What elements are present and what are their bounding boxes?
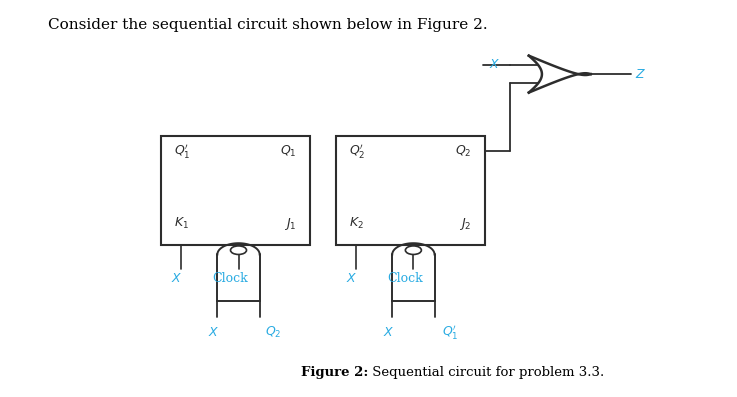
Text: Consider the sequential circuit shown below in Figure 2.: Consider the sequential circuit shown be…	[48, 18, 487, 32]
Circle shape	[231, 246, 246, 254]
Text: $Q_2$: $Q_2$	[455, 144, 472, 159]
Text: $J_2$: $J_2$	[458, 216, 471, 232]
Text: $J_1$: $J_1$	[284, 216, 296, 232]
Text: $Q_2'$: $Q_2'$	[349, 142, 366, 160]
Text: Sequential circuit for problem 3.3.: Sequential circuit for problem 3.3.	[368, 366, 605, 379]
Text: $K_2$: $K_2$	[349, 216, 363, 231]
Text: $X$: $X$	[208, 326, 220, 339]
Text: Clock: Clock	[387, 272, 423, 285]
Text: $X$: $X$	[171, 272, 183, 285]
Text: $X$: $X$	[489, 58, 500, 71]
Text: $X$: $X$	[383, 326, 394, 339]
Text: Figure 2:: Figure 2:	[301, 366, 368, 379]
Text: $Q_1'$: $Q_1'$	[175, 142, 191, 160]
Bar	[161, 136, 310, 245]
Text: $X$: $X$	[346, 272, 357, 285]
Text: $Q_1$: $Q_1$	[280, 144, 296, 159]
Circle shape	[405, 246, 422, 254]
Text: $K_1$: $K_1$	[174, 216, 189, 231]
Text: $Z$: $Z$	[635, 67, 646, 81]
Text: $Q_1'$: $Q_1'$	[442, 323, 459, 341]
Bar	[336, 136, 485, 245]
Text: $Q_2$: $Q_2$	[265, 325, 281, 340]
Text: Clock: Clock	[212, 272, 248, 285]
